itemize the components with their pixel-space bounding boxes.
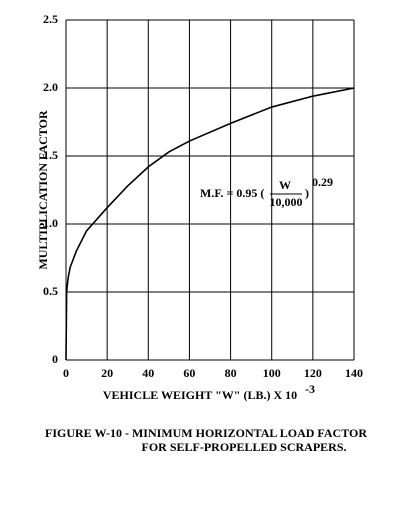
y-tick-label: 0	[52, 352, 58, 366]
x-tick-label: 140	[345, 366, 363, 380]
x-axis-exponent: -3	[305, 382, 315, 396]
x-tick-label: 20	[101, 366, 113, 380]
y-tick-label: 2.0	[43, 80, 58, 94]
formula: M.F. = 0.95 ( W 10,000 ) 0.29	[200, 175, 333, 209]
y-tick-label: 2.5	[43, 12, 58, 26]
formula-exponent: 0.29	[312, 175, 333, 189]
formula-denominator: 10,000	[270, 195, 303, 209]
y-axis-label: MULTIPLICATION FACTOR	[36, 110, 50, 270]
x-axis-label: VEHICLE WEIGHT "W" (LB.) X 10	[103, 388, 297, 402]
y-tick-label: 1.0	[43, 216, 58, 230]
x-tick-label: 0	[63, 366, 69, 380]
y-tick-label: 0.5	[43, 284, 58, 298]
curve	[65, 87, 355, 361]
y-tick-label: 1.5	[43, 148, 58, 162]
formula-numerator: W	[279, 178, 291, 192]
figure-title: FOR SELF-PROPELLED SCRAPERS.	[141, 440, 346, 454]
x-tick-label: 80	[225, 366, 237, 380]
figure-title: FIGURE W-10 - MINIMUM HORIZONTAL LOAD FA…	[45, 426, 367, 440]
x-tick-label: 60	[183, 366, 195, 380]
x-tick-label: 40	[142, 366, 154, 380]
formula-lhs: M.F. = 0.95 (	[200, 186, 264, 200]
x-tick-label: 100	[263, 366, 281, 380]
x-tick-label: 120	[304, 366, 322, 380]
formula-close: )	[305, 186, 309, 200]
